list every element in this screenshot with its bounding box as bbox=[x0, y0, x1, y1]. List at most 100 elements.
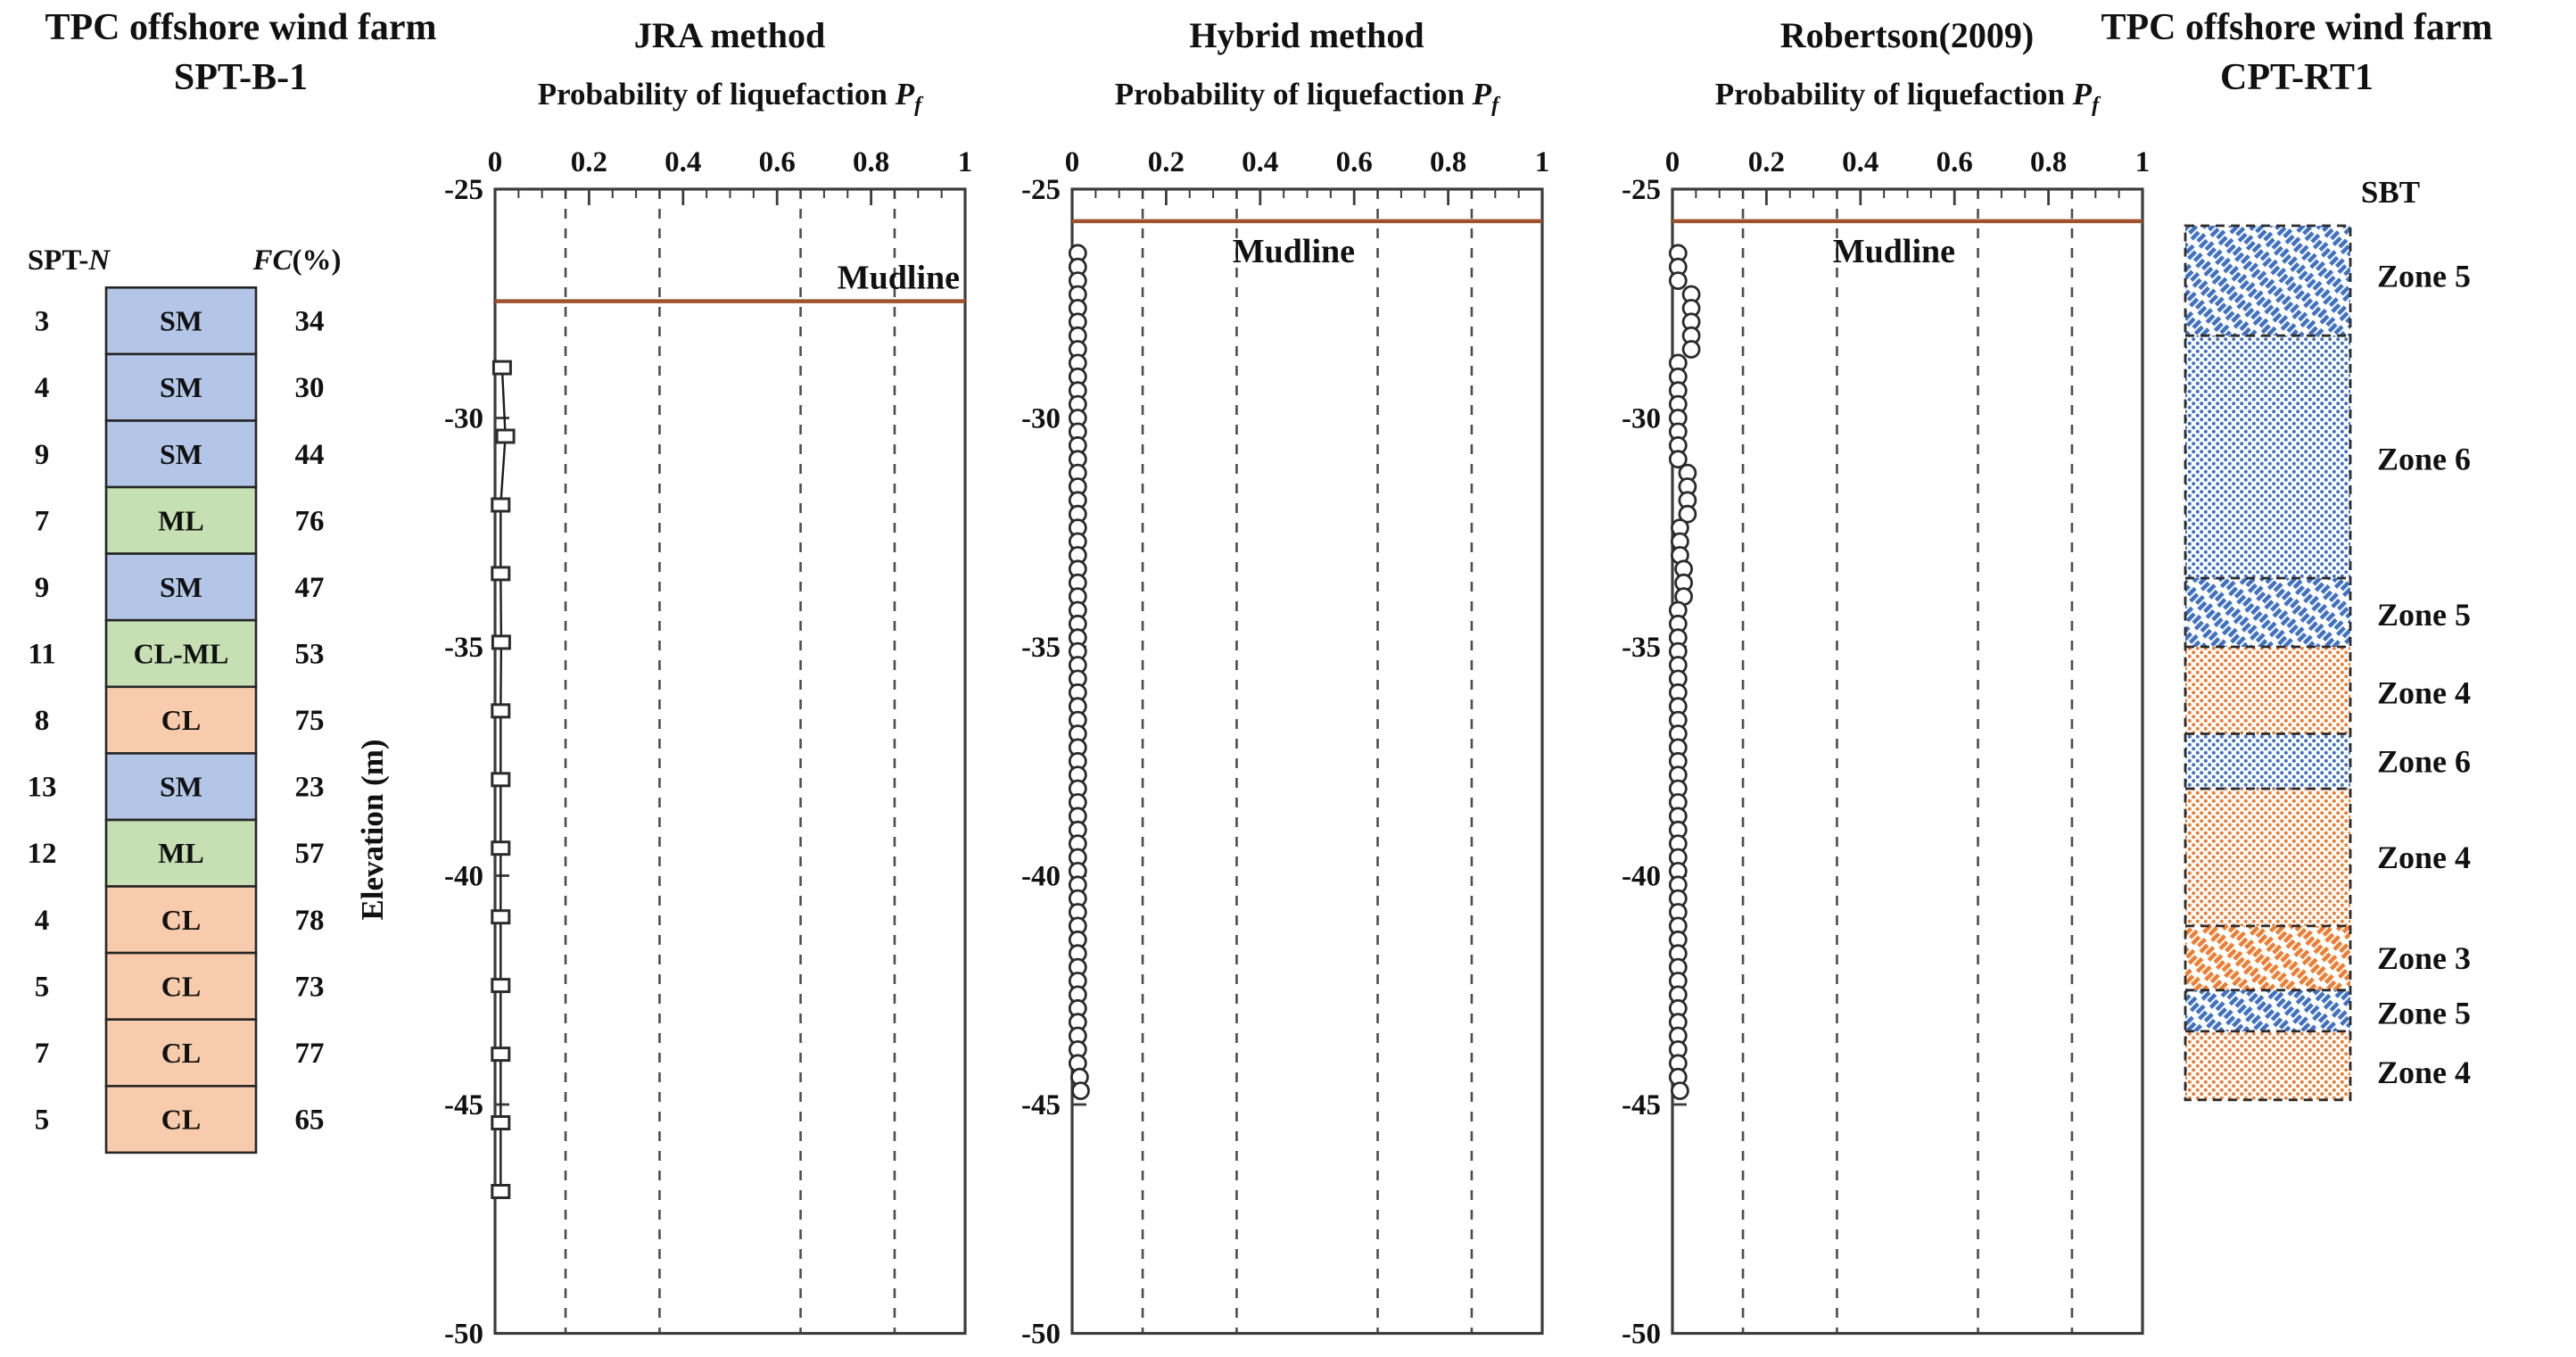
cpt-panel-title-line2: CPT-RT1 bbox=[2220, 57, 2374, 98]
fc-value: 76 bbox=[295, 505, 325, 537]
xtick-label: 1 bbox=[958, 146, 973, 178]
sbt-zone-band bbox=[2185, 647, 2350, 734]
spt-n-value: 8 bbox=[35, 705, 50, 737]
soil-log-header-sptn: SPT-N bbox=[2, 244, 136, 277]
xaxis-label-robertson: Probability of liquefaction Pf bbox=[1714, 77, 2100, 117]
pf-point-square bbox=[495, 428, 516, 444]
soil-type-label: ML bbox=[158, 837, 204, 869]
xtick-label: 0 bbox=[488, 146, 503, 178]
sbt-zone-label: Zone 6 bbox=[2377, 743, 2471, 779]
soil-type-label: CL bbox=[161, 904, 201, 936]
spt-n-value: 7 bbox=[35, 505, 50, 537]
pf-point-square bbox=[491, 978, 511, 994]
xtick-label: 0.2 bbox=[1748, 146, 1785, 178]
pf-symbol: P bbox=[895, 77, 915, 112]
xtick-label: 1 bbox=[1535, 146, 1550, 178]
sbt-frame bbox=[2184, 224, 2352, 1102]
pf-symbol: P bbox=[2072, 77, 2093, 112]
ytick-label: -40 bbox=[444, 861, 483, 893]
spt-n-value: 4 bbox=[35, 905, 50, 937]
pf-point-square bbox=[491, 1184, 511, 1199]
sbt-zone-label: Zone 5 bbox=[2377, 259, 2471, 294]
ytick-label: -45 bbox=[1021, 1089, 1061, 1121]
soil-layer-cell bbox=[104, 885, 258, 955]
pf-point-circle bbox=[1671, 1081, 1689, 1100]
fc-value: 30 bbox=[295, 372, 325, 404]
fc-value: 53 bbox=[295, 639, 325, 671]
ytick-label: -45 bbox=[444, 1089, 483, 1121]
ytick-label: -35 bbox=[444, 632, 483, 664]
pf-point-circle bbox=[1071, 1081, 1090, 1100]
sbt-column-header: SBT bbox=[2360, 175, 2421, 210]
soil-layer-cell bbox=[104, 352, 258, 422]
sbt-zone-band bbox=[2185, 989, 2350, 1031]
xtick-label: 0.8 bbox=[2030, 146, 2067, 178]
ytick-label: -50 bbox=[1622, 1319, 1661, 1351]
spt-n-value: 3 bbox=[35, 306, 50, 338]
fc-value: 78 bbox=[295, 905, 325, 937]
fc-value: 47 bbox=[295, 572, 325, 604]
sptn-header-italic-n: N bbox=[88, 244, 111, 277]
sbt-zone-label: Zone 3 bbox=[2377, 940, 2471, 976]
pf-point-circle bbox=[1681, 340, 1701, 359]
soil-layer-cell bbox=[104, 419, 258, 489]
xtick-label: 0.6 bbox=[1336, 146, 1373, 178]
soil-type-label: CL bbox=[161, 704, 201, 736]
spt-panel-title-line2: SPT-B-1 bbox=[173, 57, 309, 98]
ytick-label: -25 bbox=[1622, 174, 1661, 206]
soil-type-label: SM bbox=[160, 771, 202, 803]
fc-header-italic-fc: FC bbox=[252, 244, 293, 277]
xtick-label: 0 bbox=[1065, 146, 1080, 178]
spt-n-value: 5 bbox=[35, 1105, 50, 1137]
ytick-label: -35 bbox=[1622, 632, 1661, 664]
fc-value: 65 bbox=[295, 1105, 325, 1137]
sbt-zone-label: Zone 4 bbox=[2377, 674, 2471, 710]
cpt-panel-title-line1: TPC offshore wind farm bbox=[2101, 7, 2493, 48]
pf-point-square bbox=[491, 703, 511, 719]
xtick-label: 0.2 bbox=[571, 146, 607, 178]
xtick-label: 0.8 bbox=[1430, 146, 1466, 178]
fc-value: 34 bbox=[295, 306, 325, 338]
soil-layer-cell bbox=[104, 552, 258, 622]
xtick-label: 0 bbox=[1665, 146, 1680, 178]
xtick-label: 0.4 bbox=[1842, 146, 1878, 178]
soil-type-label: CL bbox=[161, 1037, 201, 1069]
xtick-label: 0.6 bbox=[1936, 146, 1973, 178]
spt-n-value: 9 bbox=[35, 572, 50, 604]
pf-point-square bbox=[491, 1047, 511, 1063]
xaxis-label-jra: Probability of liquefaction Pf bbox=[537, 77, 922, 117]
ytick-label: -30 bbox=[1622, 403, 1661, 435]
sbt-zone-band bbox=[2185, 335, 2350, 579]
spt-n-value: 13 bbox=[28, 772, 57, 804]
sptn-header-prefix: SPT- bbox=[27, 244, 89, 277]
sbt-zone-band bbox=[2185, 925, 2350, 990]
spt-n-value: 12 bbox=[28, 838, 57, 870]
soil-layer-cell bbox=[104, 951, 258, 1021]
soil-type-label: SM bbox=[160, 305, 202, 337]
ytick-label: -25 bbox=[444, 174, 483, 206]
mudline-label: Mudline bbox=[1233, 233, 1355, 270]
soil-type-label: CL-ML bbox=[134, 638, 229, 670]
sbt-zone-band bbox=[2185, 226, 2350, 336]
fc-value: 23 bbox=[295, 772, 325, 804]
soil-layer-cell bbox=[104, 485, 258, 555]
xtick-label: 0.4 bbox=[665, 146, 701, 178]
chart-title-jra: JRA method bbox=[633, 15, 826, 55]
spt-n-value: 7 bbox=[35, 1038, 50, 1070]
pf-symbol: P bbox=[1472, 77, 1492, 112]
pf-point-circle bbox=[1668, 450, 1688, 469]
xtick-label: 0.8 bbox=[853, 146, 889, 178]
ytick-label: -35 bbox=[1021, 632, 1061, 664]
fc-header-suffix: (%) bbox=[292, 244, 342, 277]
soil-type-label: SM bbox=[160, 571, 202, 603]
ytick-label: -40 bbox=[1021, 861, 1061, 893]
sbt-zone-label: Zone 4 bbox=[2377, 1055, 2471, 1090]
pf-point-square bbox=[491, 909, 511, 925]
pf-point-square bbox=[491, 634, 511, 650]
soil-type-label: SM bbox=[160, 371, 202, 403]
generated-graphics: 0 0.2 0.4 0.6 0.8 1 -25 -30 -35 -40 -45 -50 Mudline 0… bbox=[28, 146, 2472, 1351]
ytick-label: -40 bbox=[1622, 861, 1661, 893]
soil-layer-cell bbox=[104, 285, 258, 356]
chart-title-hybrid: Hybrid method bbox=[1189, 15, 1424, 55]
